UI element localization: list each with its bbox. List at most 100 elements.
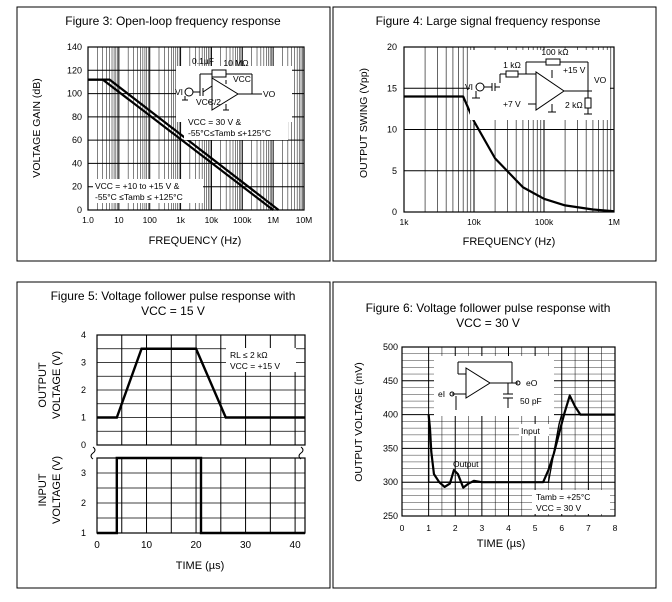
annotation-bg [519,424,549,436]
annotation-temp: Tamb = +25°C [536,492,590,502]
x-tick-label: 5 [533,523,538,533]
y-tick-label: 20 [72,182,82,192]
resistor-symbol [584,97,592,109]
panel-frame-fig5 [16,281,331,589]
x-tick-label: 10 [114,215,124,225]
annotation-bg [532,490,610,514]
opamp-symbol [465,367,491,399]
y-tick-label-top: 4 [81,330,86,340]
plot-area-top [96,334,306,446]
series-line-output [97,347,305,419]
opamp-symbol [211,77,239,111]
axis-break-mark [298,446,304,460]
chart-title: Figure 4: Large signal frequency respons… [376,14,601,28]
annotation-temp30: -55°C≤Tamb ≤+125°C [188,128,271,138]
x-tick-label: 1k [400,217,410,227]
series-lines [88,78,280,211]
x-tick-label: 10k [205,215,219,225]
chart-figure-3: Figure 3: Open-loop frequency response 1… [31,14,312,247]
load-label: 2 kΩ [565,100,583,110]
chart-figure-6: Figure 6: Voltage follower pulse respons… [353,301,618,550]
y-axis-label: OUTPUT SWING (Vpp) [358,68,370,178]
input-node [449,391,455,397]
annotation-bg [184,114,288,140]
ei-label: eI [438,389,445,399]
capacitor-label: 0.1µF [192,56,214,66]
resistor-symbol [545,58,561,66]
y-tick-label: 5 [392,166,397,176]
panel-frame-fig4 [332,6,657,262]
x-tick-label: 0 [94,540,100,551]
y-tick-label: 60 [72,135,82,145]
y-tick-label-bottom: 3 [81,468,86,478]
vi-label: VI [465,82,473,92]
y-tick-label: 120 [67,65,82,75]
y-tick-label: 500 [383,342,398,352]
chart-subtitle: VCC = 15 V [141,304,205,318]
axis-break-mark [90,446,96,460]
resistor-label: 1 kΩ [503,60,521,70]
x-tick-label: 40 [290,540,302,551]
x-tick-label: 8 [613,523,618,533]
y-tick-label-top: 1 [81,413,86,423]
x-axis-label: TIME (µs) [477,538,526,550]
x-tick-label: 1k [176,215,186,225]
y-tick-label: 250 [383,511,398,521]
series-line-1 [404,95,615,213]
chart-title: Figure 5: Voltage follower pulse respons… [51,289,296,303]
y-axis-label-bottom-1: INPUT [37,473,49,506]
x-tick-label: 4 [506,523,511,533]
input-annotation: Input [521,426,541,436]
series-lines [97,347,305,535]
bias-label: +7 V [503,99,521,109]
y-tick-label: 10 [387,125,397,135]
circuit-schematic [434,356,554,416]
x-tick-label: 0 [400,523,405,533]
y-tick-label: 100 [67,89,82,99]
output-node [515,380,521,386]
y-tick-label: 350 [383,443,398,453]
vcc-label: VCC [233,74,251,84]
x-tick-label: 2 [453,523,458,533]
supply-label: +15 V [563,65,586,75]
resistor-symbol [211,69,227,78]
x-tick-label: 10k [467,217,481,227]
vo-label: VO [594,75,607,85]
annotation-vcc15: VCC = +10 to +15 V & [95,181,180,191]
series-lines [427,394,615,489]
x-tick-label: 1M [267,215,279,225]
x-tick-label: 7 [586,523,591,533]
plot-area [403,46,615,213]
annotation-temp15: -55°C ≤Tamb ≤ +125°C [95,192,183,202]
x-tick-label: 6 [559,523,564,533]
x-tick-label: 1M [608,217,620,227]
y-tick-label-top: 2 [81,385,86,395]
x-tick-label: 100k [233,215,252,225]
y-tick-label-top: 0 [81,440,86,450]
circuit-schematic [470,50,610,120]
chart-figure-5: Figure 5: Voltage follower pulse respons… [37,289,306,572]
chart-title: Figure 3: Open-loop frequency response [65,14,281,28]
y-axis-label-top-2: VOLTAGE (V) [51,351,63,419]
chart-subtitle: VCC = 30 V [456,316,520,330]
y-tick-label: 20 [387,42,397,52]
x-tick-label: 30 [240,540,252,551]
x-tick-label: 100 [143,215,157,225]
annotation-vcc30: VCC = 30 V & [188,117,241,127]
annotation-vcc: VCC = +15 V [230,361,280,371]
x-axis-label: FREQUENCY (Hz) [149,235,242,247]
y-tick-label: 0 [392,207,397,217]
x-tick-label: 20 [190,540,202,551]
y-axis-label-bottom-2: VOLTAGE (V) [51,456,63,524]
opamp-symbol [535,71,565,111]
x-tick-label: 3 [480,523,485,533]
chart-figure-4: Figure 4: Large signal frequency respons… [358,14,620,248]
vo-label: VO [263,89,276,99]
chart-title: Figure 6: Voltage follower pulse respons… [366,301,611,315]
capacitor-label: 50 pF [520,396,542,406]
series-lines [404,95,615,213]
x-tick-label: 1.0 [82,215,94,225]
x-tick-label: 10M [296,215,313,225]
tick-labels: 1k 10k 100k 1M 0 5 10 15 20 [387,42,620,227]
